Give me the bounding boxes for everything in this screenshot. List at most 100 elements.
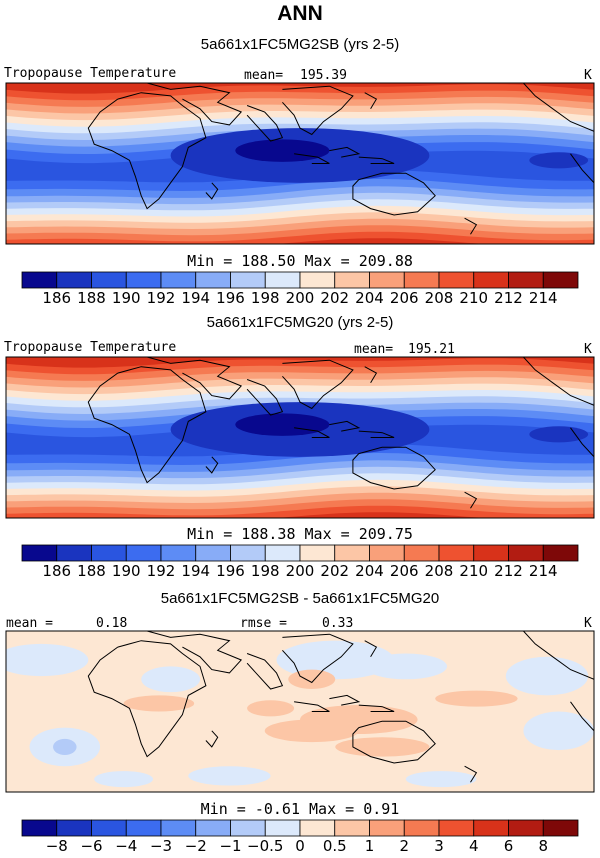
colorbar-3-swatch — [264, 819, 301, 837]
colorbar-3-swatch — [542, 819, 579, 837]
panel-3-rmse-value: 0.33 — [322, 616, 354, 631]
colorbar-3-swatch — [473, 819, 509, 837]
colorbar-2-tick-label: 186 — [42, 562, 71, 580]
coastline — [464, 217, 478, 235]
colorbar-3-tick-label: 4 — [469, 837, 479, 855]
colorbar-2-swatch — [91, 544, 127, 562]
diff-contour — [141, 666, 201, 693]
colorbar-2-swatch — [21, 544, 58, 562]
panel-1-mean-label: mean= — [244, 68, 284, 83]
panel-3-rmse-label: rmse = — [240, 616, 287, 631]
coastline — [282, 85, 354, 136]
colorbar-1-swatch — [508, 271, 544, 289]
colorbar-3-swatch — [508, 819, 544, 837]
colorbar-1-tick-label: 204 — [355, 289, 384, 307]
coastline — [246, 379, 284, 416]
coastline — [464, 491, 478, 509]
colorbar-3-swatch — [230, 819, 266, 837]
panel-1-units: K — [584, 68, 592, 83]
diff-contour — [435, 690, 518, 707]
diff-contour — [94, 771, 153, 788]
colorbar-3-tick-label: −0.5 — [247, 837, 283, 855]
map-frame-3 — [5, 630, 595, 793]
map-panel-2 — [6, 357, 594, 518]
panel-2-title: 5a661x1FC5MG20 (yrs 2-5) — [206, 314, 394, 331]
colorbar-2-swatch — [508, 544, 544, 562]
cold-pool-east — [529, 152, 589, 169]
colorbar-2-swatch — [160, 544, 197, 562]
colorbar-1-swatch — [21, 271, 58, 289]
colorbar-2-swatch — [195, 544, 231, 562]
panel-3-units: K — [584, 616, 592, 631]
colorbar-2-tick-label: 202 — [320, 562, 349, 580]
coastline — [329, 146, 361, 158]
colorbar-2-swatch — [125, 544, 162, 562]
colorbar-3-tick-label: −8 — [46, 837, 68, 855]
colorbar-1-tick-label: 194 — [181, 289, 210, 307]
colorbar-3-tick-label: −2 — [185, 837, 207, 855]
coastline — [329, 420, 361, 432]
diff-contour — [123, 695, 195, 712]
coastline — [329, 694, 361, 706]
colorbar-1-swatch — [369, 271, 405, 289]
colorbar-2-tick-label: 208 — [425, 562, 454, 580]
colorbar-1-tick-label: 202 — [320, 289, 349, 307]
colorbar-1-tick-label: 214 — [529, 289, 558, 307]
colorbar-2-swatch — [334, 544, 370, 562]
colorbar-1-tick-label: 212 — [494, 289, 523, 307]
colorbar-3-tick-label: 6 — [504, 837, 514, 855]
colorbar-2-swatch — [542, 544, 579, 562]
colorbar-1-tick-label: 188 — [77, 289, 106, 307]
diff-contour — [247, 700, 295, 717]
coastline — [246, 653, 284, 690]
panel-2-variable-label: Tropopause Temperature — [4, 340, 177, 355]
panel-3-title: 5a661x1FC5MG2SB - 5a661x1FC5MG20 — [160, 590, 440, 607]
coastline — [294, 153, 330, 164]
colorbar-1-swatch — [56, 271, 92, 289]
colorbar-2-swatch — [230, 544, 266, 562]
colorbar-3-tick-label: 0 — [295, 837, 305, 855]
colorbar-1-swatch — [299, 271, 336, 289]
colorbar-2-tick-label: 206 — [390, 562, 419, 580]
colorbar-2-swatch — [473, 544, 509, 562]
coastline — [464, 765, 478, 783]
colorbar-2-tick-label: 214 — [529, 562, 558, 580]
coastline — [146, 83, 243, 126]
colorbar-3-tick-label: −6 — [80, 837, 102, 855]
coastline — [358, 430, 395, 438]
colorbar-3-swatch — [299, 819, 336, 837]
coastline — [282, 633, 354, 684]
colorbar-1-tick-label: 198 — [251, 289, 280, 307]
colorbar-2-tick-label: 210 — [459, 562, 488, 580]
cold-pool-east — [529, 426, 589, 443]
colorbar-3-swatch — [125, 819, 162, 837]
colorbar-3-tick-label: 8 — [538, 837, 548, 855]
colorbar-3-swatch — [160, 819, 197, 837]
colorbar-1-swatch — [91, 271, 127, 289]
colorbar-1-swatch — [473, 271, 509, 289]
panel-3-minmax: Min = -0.61 Max = 0.91 — [200, 800, 400, 818]
panel-1-minmax: Min = 188.50 Max = 209.88 — [187, 252, 413, 270]
coastline — [205, 730, 219, 748]
panel-1-title: 5a661x1FC5MG2SB (yrs 2-5) — [200, 36, 400, 53]
colorbar-1-tick-label: 200 — [286, 289, 315, 307]
coastline — [282, 359, 354, 410]
panel-3-mean-value: 0.18 — [96, 616, 128, 631]
colorbar-3-swatch — [369, 819, 405, 837]
colorbar-1-swatch — [125, 271, 162, 289]
main-title: ANN — [277, 2, 323, 25]
colorbar-1-tick-label: 192 — [147, 289, 176, 307]
panel-2-units: K — [584, 342, 592, 357]
diff-contour — [188, 766, 271, 786]
coastline — [358, 704, 395, 712]
coastline — [352, 172, 436, 216]
coastline — [364, 366, 378, 384]
map-frame-1 — [5, 82, 595, 245]
colorbar-2-swatch — [56, 544, 92, 562]
diff-contour — [264, 719, 359, 743]
colorbar-1-swatch — [438, 271, 475, 289]
coastline — [205, 456, 219, 474]
colorbar-1-tick-label: 186 — [42, 289, 71, 307]
coastline — [246, 105, 284, 142]
colorbar-1-tick-label: 208 — [425, 289, 454, 307]
